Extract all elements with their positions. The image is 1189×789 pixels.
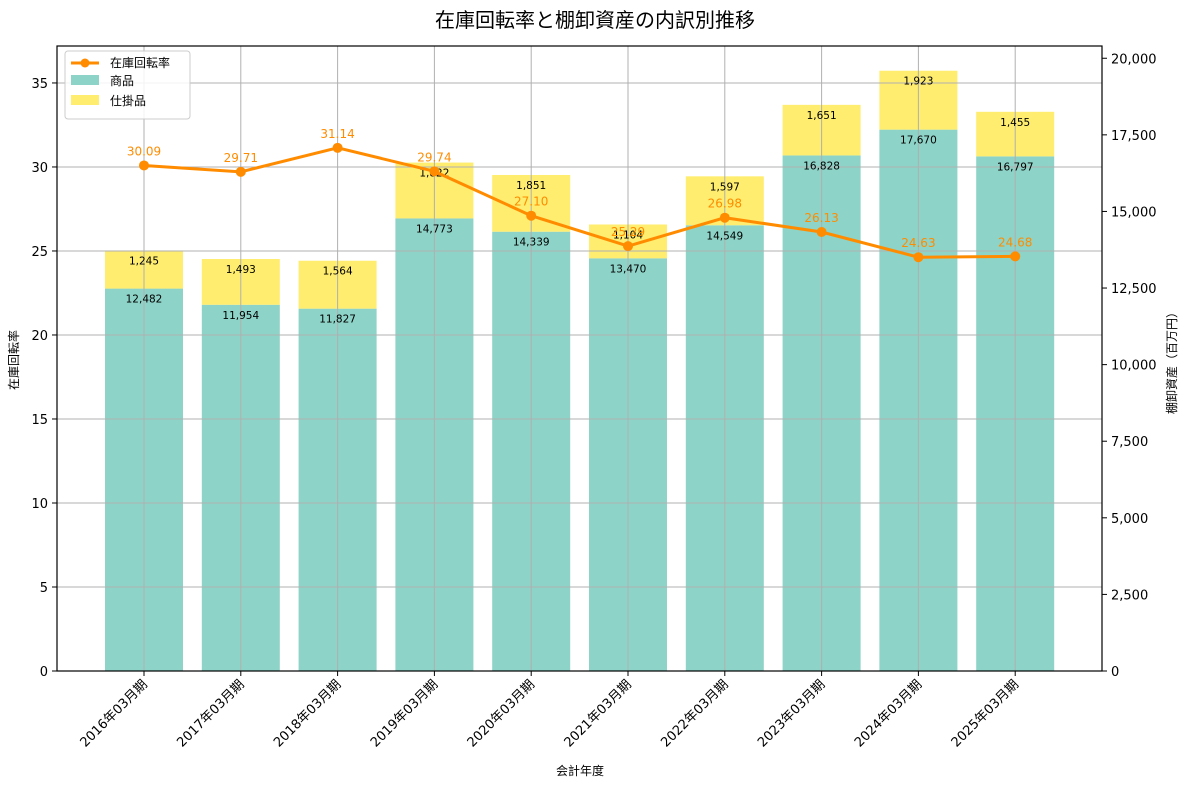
x-tick-label: 2020年03月期 bbox=[465, 677, 538, 750]
bar-value-label: 1,245 bbox=[129, 255, 159, 267]
bar-value-label: 1,597 bbox=[710, 181, 740, 193]
y-tick-label-left: 30 bbox=[31, 161, 48, 176]
turnover-value-label: 25.29 bbox=[611, 225, 645, 239]
x-tick-label: 2023年03月期 bbox=[755, 677, 828, 750]
x-tick-label: 2025年03月期 bbox=[949, 677, 1022, 750]
x-tick-label: 2024年03月期 bbox=[852, 677, 925, 750]
turnover-marker bbox=[1010, 251, 1021, 262]
y-tick-label-right: 20,000 bbox=[1111, 52, 1157, 67]
bar-value-label: 1,651 bbox=[807, 110, 837, 122]
y-tick-label-left: 20 bbox=[31, 329, 48, 344]
y-tick-label-right: 7,500 bbox=[1111, 435, 1148, 450]
y-tick-label-right: 15,000 bbox=[1111, 205, 1157, 220]
y-axis-title-right: 棚卸資産（百万円） bbox=[1164, 306, 1179, 414]
bar-value-label: 12,482 bbox=[126, 294, 163, 306]
turnover-line bbox=[143, 146, 1016, 259]
y-tick-label-left: 25 bbox=[31, 245, 48, 260]
legend-label: 在庫回転率 bbox=[110, 55, 170, 70]
turnover-value-label: 31.14 bbox=[320, 127, 354, 141]
x-tick-label: 2022年03月期 bbox=[658, 677, 731, 750]
turnover-value-label: 29.74 bbox=[417, 150, 451, 164]
y-axis-title-left: 在庫回転率 bbox=[6, 330, 21, 390]
bar-value-label: 14,549 bbox=[706, 230, 743, 242]
y-tick-label-left: 10 bbox=[31, 497, 48, 512]
turnover-value-label: 26.98 bbox=[708, 197, 742, 211]
legend-label: 仕掛品 bbox=[110, 93, 146, 108]
axes-frame bbox=[56, 45, 1103, 672]
legend-swatch-icon bbox=[71, 95, 99, 105]
legend-swatch-icon bbox=[71, 75, 99, 85]
bar-value-label: 1,455 bbox=[1000, 117, 1030, 129]
turnover-marker bbox=[623, 241, 633, 252]
y-tick-label-right: 10,000 bbox=[1111, 359, 1157, 374]
turnover-value-label: 24.63 bbox=[901, 236, 935, 250]
turnover-value-label: 26.13 bbox=[804, 211, 838, 225]
turnover-marker bbox=[139, 160, 149, 171]
bar-value-label: 1,104 bbox=[613, 229, 643, 241]
y-tick-label-left: 15 bbox=[31, 413, 48, 428]
bar-value-label: 1,923 bbox=[903, 76, 933, 88]
bar-value-label: 17,670 bbox=[900, 135, 937, 147]
turnover-marker bbox=[526, 210, 537, 221]
y-tick-label-right: 17,500 bbox=[1111, 129, 1157, 144]
legend-marker-icon bbox=[80, 58, 90, 68]
turnover-marker bbox=[332, 142, 343, 153]
x-tick-label: 2019年03月期 bbox=[368, 677, 441, 750]
y-tick-label-left: 5 bbox=[40, 581, 48, 596]
x-tick-label: 2016年03月期 bbox=[78, 677, 151, 750]
legend-label: 商品 bbox=[110, 73, 134, 88]
bar-value-label: 13,470 bbox=[610, 263, 647, 275]
y-tick-label-right: 5,000 bbox=[1111, 512, 1148, 527]
bar-value-label: 11,827 bbox=[319, 314, 356, 326]
turnover-marker bbox=[913, 252, 924, 263]
x-tick-label: 2017年03月期 bbox=[174, 677, 247, 750]
bar-value-label: 16,828 bbox=[803, 160, 840, 172]
turnover-marker bbox=[816, 226, 827, 237]
turnover-value-label: 24.68 bbox=[998, 235, 1032, 249]
bar-value-label: 11,954 bbox=[222, 310, 259, 322]
turnover-value-label: 30.09 bbox=[127, 144, 161, 158]
turnover-marker bbox=[429, 166, 440, 177]
bar-value-label: 14,773 bbox=[416, 223, 453, 235]
y-tick-label-left: 0 bbox=[40, 665, 48, 680]
turnover-marker bbox=[719, 212, 730, 223]
y-tick-label-right: 12,500 bbox=[1111, 282, 1157, 297]
x-tick-label: 2021年03月期 bbox=[562, 677, 635, 750]
bar-value-label: 1,493 bbox=[226, 264, 256, 276]
bar-value-label: 14,339 bbox=[513, 237, 550, 249]
bar-value-label: 1,851 bbox=[516, 180, 546, 192]
x-tick-label: 2018年03月期 bbox=[271, 677, 344, 750]
bar-value-label: 16,797 bbox=[997, 161, 1034, 173]
turnover-marker bbox=[235, 166, 246, 177]
chart-title: 在庫回転率と棚卸資産の内訳別推移 bbox=[435, 8, 755, 32]
y-tick-label-left: 35 bbox=[31, 77, 48, 92]
y-tick-label-right: 2,500 bbox=[1111, 588, 1148, 603]
bar-value-label: 1,564 bbox=[323, 266, 353, 278]
turnover-value-label: 29.71 bbox=[224, 151, 258, 165]
y-tick-label-right: 0 bbox=[1111, 665, 1119, 680]
plot-area: 12,482 11,954 11,827 14,773 14,339 13,470 14,5… bbox=[6, 45, 1179, 778]
x-axis-title: 会計年度 bbox=[556, 763, 604, 778]
turnover-value-label: 27.10 bbox=[514, 195, 548, 209]
